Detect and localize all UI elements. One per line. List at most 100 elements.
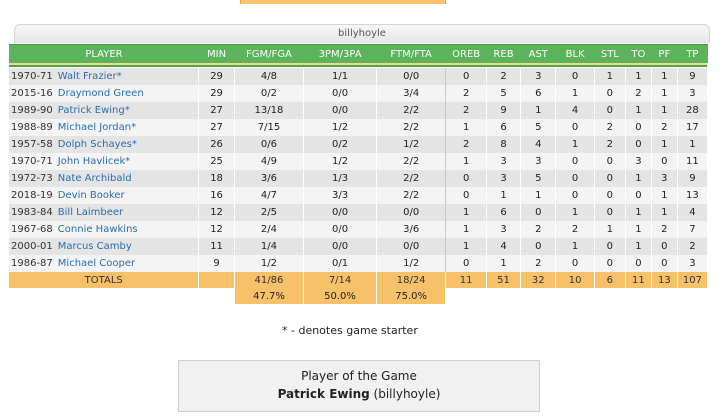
stat-stl: 0 [594, 255, 626, 272]
stat-tp3: 0/1 [303, 255, 377, 272]
player-name-link[interactable]: Connie Hawkins [57, 224, 138, 235]
player-name-link[interactable]: Draymond Green [57, 88, 144, 99]
col-header-blk[interactable]: BLK [555, 44, 595, 63]
col-header-pf[interactable]: PF [651, 44, 678, 63]
player-name-link[interactable]: Nate Archibald [57, 173, 132, 184]
stat-min: 12 [198, 204, 235, 221]
totals-3p: 7/14 [303, 272, 377, 288]
stat-fg: 3/6 [234, 170, 305, 187]
stat-ft: 0/0 [376, 204, 447, 221]
player-season: 1986-87 [11, 258, 53, 269]
player-name-link[interactable]: Michael Cooper [57, 258, 136, 269]
stat-fg: 0/2 [234, 85, 305, 102]
stat-reb: 6 [486, 204, 522, 221]
stat-reb: 2 [486, 68, 522, 85]
stat-ast: 4 [520, 136, 557, 153]
totals-reb: 51 [486, 272, 522, 288]
stat-ast: 2 [520, 221, 557, 238]
col-header-stl[interactable]: STL [594, 44, 626, 63]
player-cell: 1989-90 Patrick Ewing [9, 102, 200, 119]
col-header-3p[interactable]: 3PM/3PA [303, 44, 377, 63]
stat-to: 1 [625, 238, 652, 255]
stat-fg: 4/9 [234, 153, 305, 170]
player-cell: 2000-01 Marcus Camby [9, 238, 200, 255]
stat-to: 0 [625, 187, 652, 204]
stat-min: 9 [198, 255, 235, 272]
team-owner-tab[interactable]: billyhoyle [14, 24, 710, 43]
stat-reb: 8 [486, 136, 522, 153]
player-name-link[interactable]: John Havlicek [58, 156, 131, 167]
table-row: 1972-73 Nate Archibald 18 3/6 1/3 2/2 0 3 5 0 0 1 3 9 [9, 170, 709, 187]
stat-ft: 3/4 [376, 85, 447, 102]
stat-min: 27 [198, 102, 235, 119]
table-header-row: PLAYER MIN FGM/FGA 3PM/3PA FTM/FTA OREB … [9, 44, 708, 63]
col-header-tp[interactable]: TP [677, 44, 708, 63]
player-name-link[interactable]: Patrick Ewing [58, 105, 130, 116]
col-header-min[interactable]: MIN [198, 44, 235, 63]
stat-tp3: 1/2 [303, 153, 377, 170]
player-season: 1967-68 [11, 224, 53, 235]
stat-reb: 3 [486, 170, 522, 187]
stat-oreb: 1 [445, 238, 487, 255]
stat-pts: 3 [677, 255, 709, 272]
player-name-link[interactable]: Bill Laimbeer [57, 207, 124, 218]
stat-fg: 0/6 [234, 136, 305, 153]
stat-pf: 2 [651, 221, 678, 238]
potg-player-name: Patrick Ewing [277, 387, 370, 401]
stat-pf: 0 [651, 153, 678, 170]
col-header-reb[interactable]: REB [486, 44, 521, 63]
stat-stl: 2 [594, 136, 626, 153]
stat-ft: 2/2 [376, 153, 447, 170]
stat-to: 1 [625, 204, 652, 221]
col-header-ft[interactable]: FTM/FTA [376, 44, 446, 63]
player-name-link[interactable]: Devin Booker [57, 190, 125, 201]
potg-owner: (billyhoyle) [373, 387, 441, 401]
player-season: 2000-01 [11, 241, 53, 252]
potg-player-line: Patrick Ewing (billyhoyle) [179, 387, 539, 401]
stat-pts: 11 [677, 153, 709, 170]
col-header-fg[interactable]: FGM/FGA [234, 44, 304, 63]
stat-blk: 1 [555, 238, 595, 255]
stat-fg: 4/8 [234, 68, 305, 85]
stat-oreb: 0 [445, 187, 487, 204]
stat-min: 12 [198, 221, 235, 238]
stat-reb: 6 [486, 119, 522, 136]
table-row: 2000-01 Marcus Camby 11 1/4 0/0 0/0 1 4 0 1 0 1 0 2 [9, 238, 709, 255]
stat-oreb: 1 [445, 153, 487, 170]
totals-min [198, 272, 235, 288]
stat-tp3: 1/3 [303, 170, 377, 187]
stat-pf: 1 [651, 204, 678, 221]
stat-fg: 4/7 [234, 187, 305, 204]
player-season: 1983-84 [11, 207, 53, 218]
stat-min: 29 [198, 68, 235, 85]
stat-pf: 0 [651, 238, 678, 255]
stat-ast: 6 [520, 85, 557, 102]
player-name-link[interactable]: Michael Jordan [58, 122, 136, 133]
col-header-player[interactable]: PLAYER [9, 44, 199, 63]
stat-pts: 3 [677, 85, 709, 102]
stat-blk: 0 [555, 255, 595, 272]
player-season: 1972-73 [11, 173, 53, 184]
table-row: 2015-16 Draymond Green 29 0/2 0/0 3/4 2 5 6 1 0 2 1 3 [9, 85, 709, 102]
player-name-link[interactable]: Marcus Camby [57, 241, 132, 252]
stat-min: 18 [198, 170, 235, 187]
stat-pf: 1 [651, 136, 678, 153]
col-header-to[interactable]: TO [625, 44, 652, 63]
col-header-ast[interactable]: AST [520, 44, 556, 63]
col-header-oreb[interactable]: OREB [445, 44, 487, 63]
stat-ft: 0/0 [376, 238, 447, 255]
player-name-link[interactable]: Dolph Schayes [58, 139, 137, 150]
stat-stl: 0 [594, 85, 626, 102]
stat-stl: 1 [594, 68, 626, 85]
stat-to: 1 [625, 68, 652, 85]
stat-min: 29 [198, 85, 235, 102]
fg-percentage: 47.7% [234, 288, 305, 304]
player-name-link[interactable]: Walt Frazier [58, 71, 122, 82]
stat-pts: 9 [677, 170, 709, 187]
table-row: 1983-84 Bill Laimbeer 12 2/5 0/0 0/0 1 6 0 1 0 1 1 4 [9, 204, 709, 221]
stat-pf: 0 [651, 255, 678, 272]
stat-to: 0 [625, 119, 652, 136]
